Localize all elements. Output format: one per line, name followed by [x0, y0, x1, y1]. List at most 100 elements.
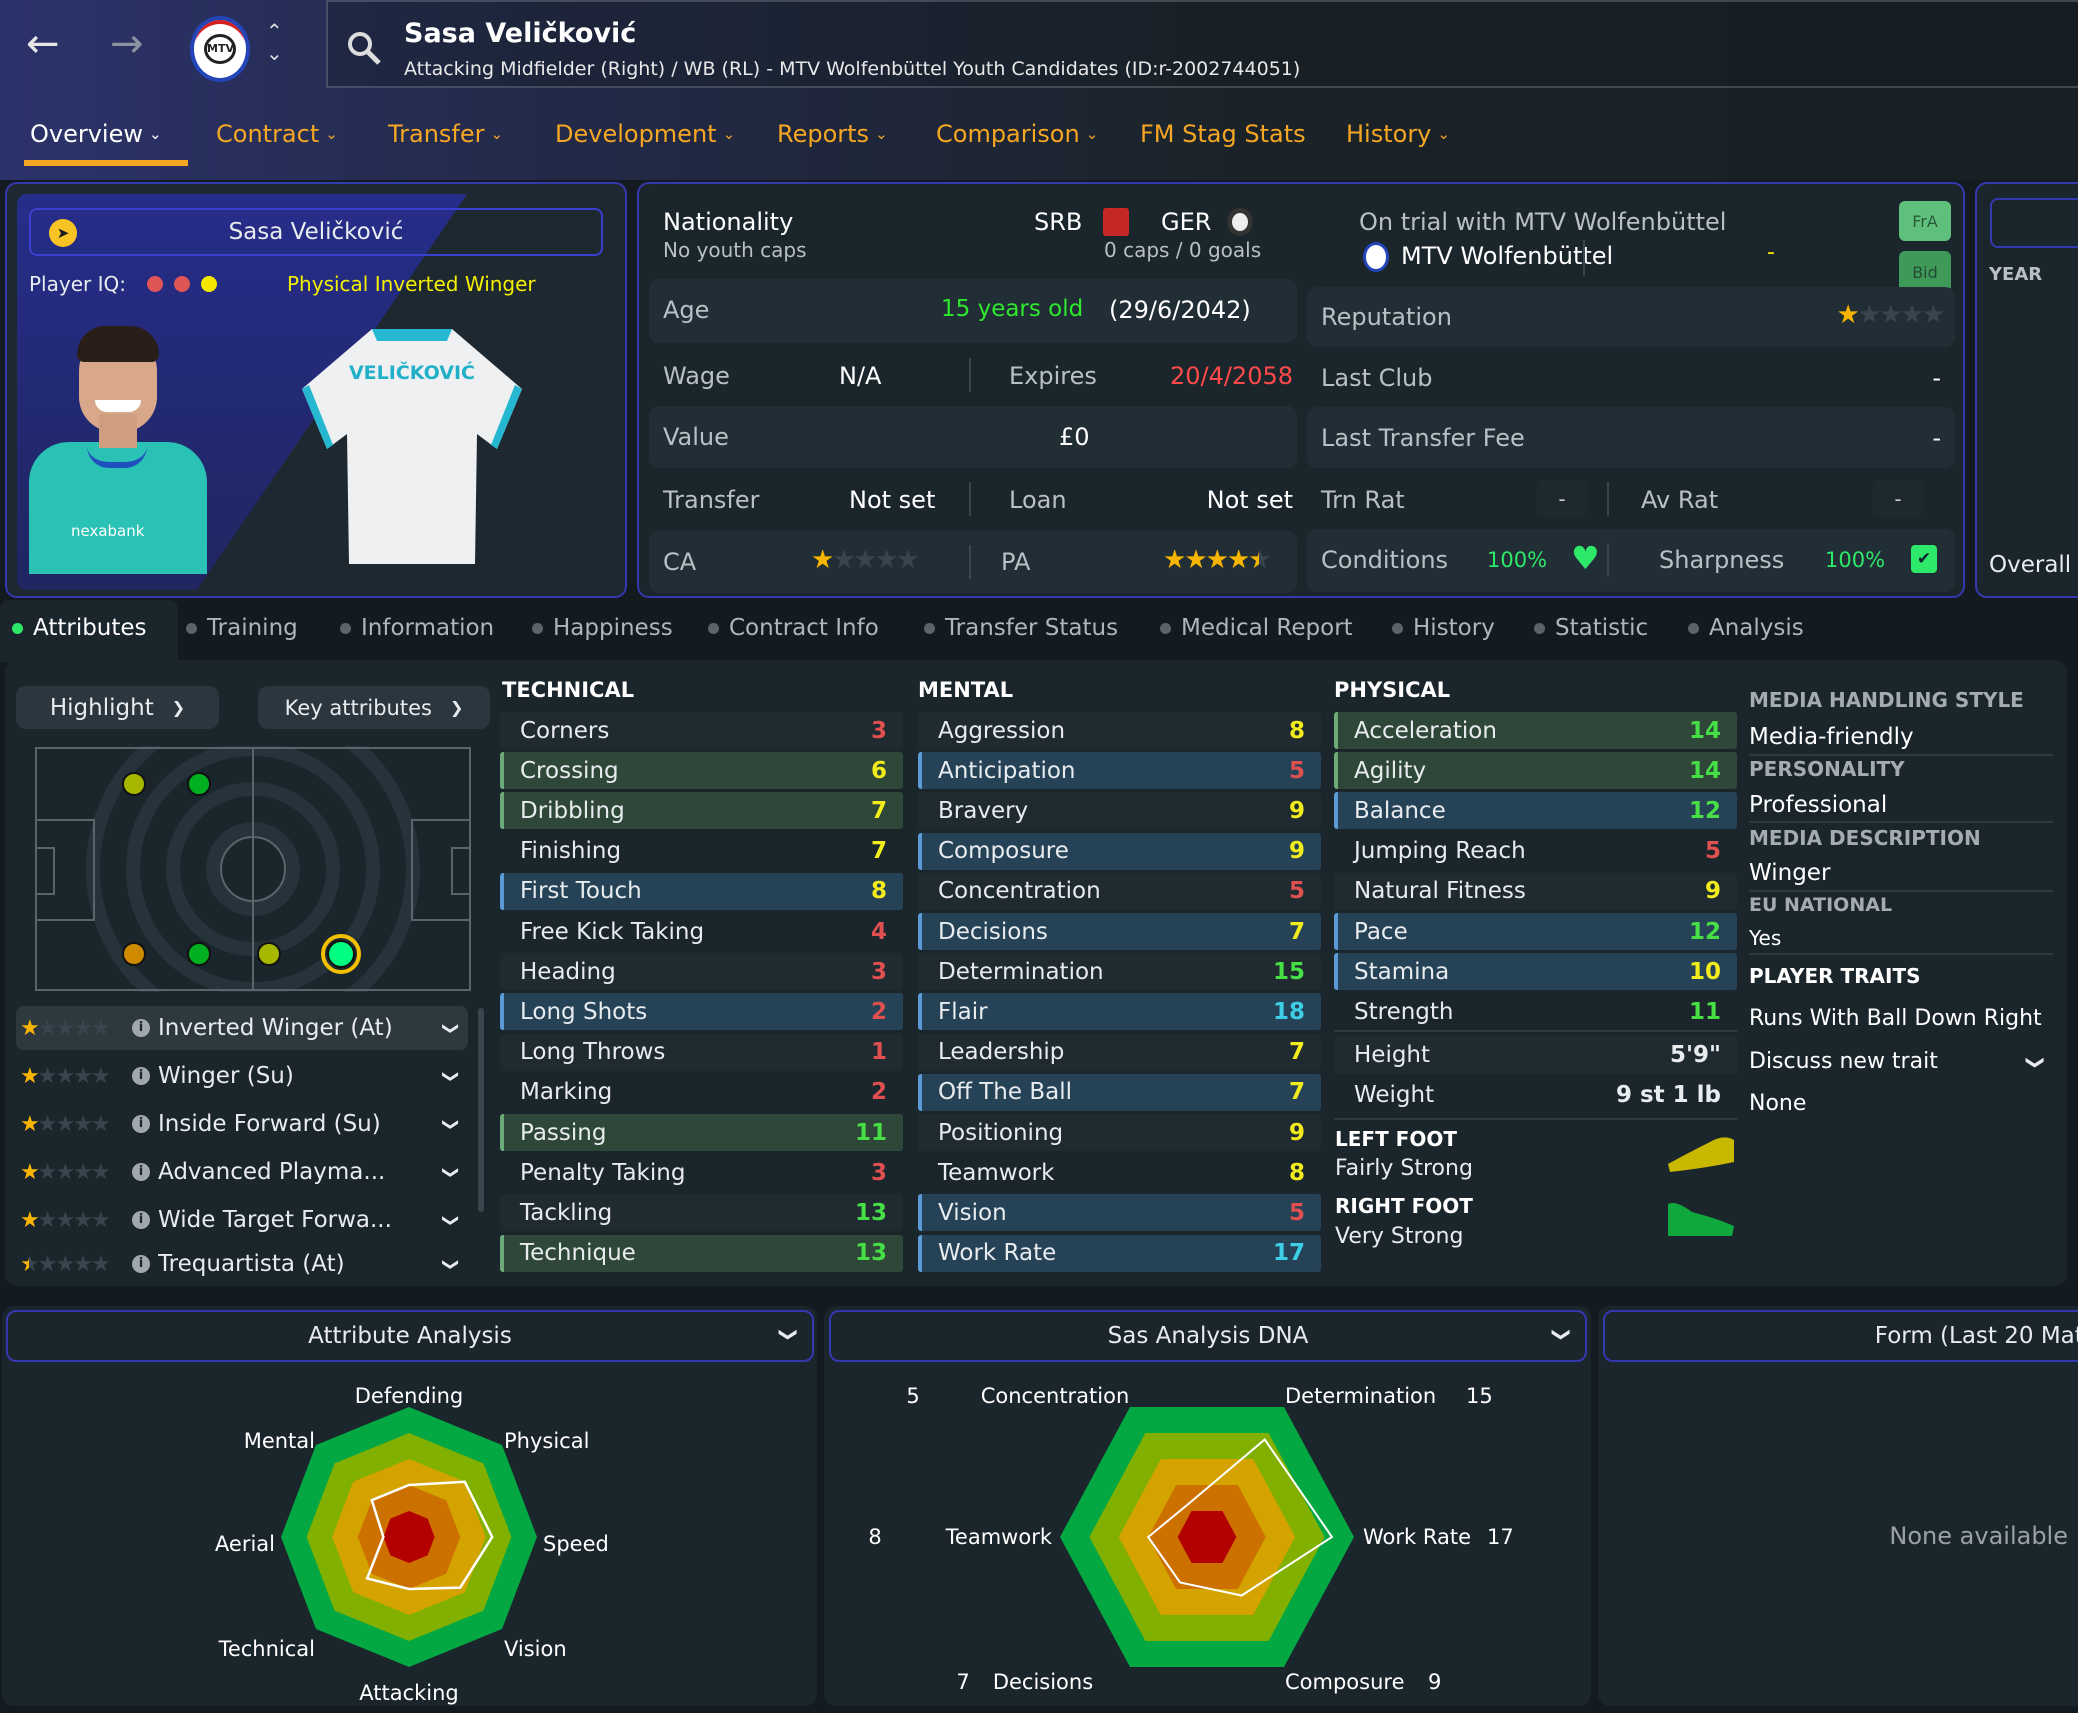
trial-club[interactable]: MTV Wolfenbüttel [1401, 242, 1614, 270]
history-side-panel: YEAR Overall [1975, 182, 2078, 598]
attribute-row-technique[interactable]: Technique 13 [500, 1234, 903, 1272]
position-dot[interactable] [327, 940, 355, 968]
info-icon[interactable]: i [132, 1115, 150, 1133]
position-dot[interactable] [257, 942, 281, 966]
forward-arrow-icon[interactable]: → [110, 21, 144, 67]
attribute-row-long-shots[interactable]: Long Shots 2 [500, 993, 903, 1031]
attribute-row-work-rate[interactable]: Work Rate 17 [918, 1234, 1321, 1272]
position-dot[interactable] [122, 772, 146, 796]
subtab-happiness[interactable]: Happiness [532, 615, 673, 641]
attribute-row-agility[interactable]: Agility 14 [1334, 752, 1737, 790]
attribute-row-off-the-ball[interactable]: Off The Ball 7 [918, 1073, 1321, 1111]
attribute-value: 9 [1288, 838, 1305, 865]
nav-tab-development[interactable]: Development ⌄ [555, 120, 735, 148]
attribute-row-finishing[interactable]: Finishing 7 [500, 833, 903, 870]
chevron-down-icon[interactable]: ❯ [441, 1165, 461, 1179]
info-icon[interactable]: i [132, 1019, 150, 1037]
back-arrow-icon[interactable]: ← [26, 21, 60, 67]
role-item[interactable]: ★★★★★ i Wide Target Forwa... ❯ [16, 1198, 468, 1242]
info-icon[interactable]: i [132, 1163, 150, 1181]
info-icon[interactable]: i [132, 1211, 150, 1229]
club-badge-icon[interactable]: MTV [190, 16, 250, 82]
chevron-down-icon[interactable]: ❯ [441, 1257, 461, 1271]
attribute-row-acceleration[interactable]: Acceleration 14 [1334, 712, 1737, 749]
nav-tab-overview[interactable]: Overview ⌄ [30, 120, 162, 148]
attribute-row-aggression[interactable]: Aggression 8 [918, 712, 1321, 749]
attribute-row-bravery[interactable]: Bravery 9 [918, 792, 1321, 830]
chevron-down-icon[interactable]: ❯ [441, 1021, 461, 1035]
subtab-information[interactable]: Information [340, 615, 494, 641]
nav-tab-transfer[interactable]: Transfer ⌄ [388, 120, 503, 148]
discuss-trait-dropdown[interactable]: Discuss new trait [1749, 1049, 1938, 1074]
attribute-row-passing[interactable]: Passing 11 [500, 1114, 903, 1151]
attribute-row-pace[interactable]: Pace 12 [1334, 913, 1737, 950]
attribute-row-jumping-reach[interactable]: Jumping Reach 5 [1334, 833, 1737, 870]
attribute-row-marking[interactable]: Marking 2 [500, 1074, 903, 1111]
search-box[interactable]: Sasa Veličković Attacking Midfielder (Ri… [326, 0, 2078, 88]
nav-tab-fm-stag-stats[interactable]: FM Stag Stats [1140, 120, 1306, 148]
highlight-dropdown[interactable]: Highlight ❯ [16, 686, 219, 729]
attribute-row-long-throws[interactable]: Long Throws 1 [500, 1033, 903, 1071]
info-icon[interactable]: i [132, 1255, 150, 1273]
attribute-row-penalty-taking[interactable]: Penalty Taking 3 [500, 1154, 903, 1191]
attribute-row-dribbling[interactable]: Dribbling 7 [500, 792, 903, 830]
nav-tab-contract[interactable]: Contract ⌄ [216, 120, 338, 148]
attribute-row-stamina[interactable]: Stamina 10 [1334, 953, 1737, 991]
role-item[interactable]: ★★★★★ i Inverted Winger (At) ❯ [16, 1006, 468, 1050]
role-item[interactable]: ★★★★★ i Winger (Su) ❯ [16, 1054, 468, 1098]
attribute-row-teamwork[interactable]: Teamwork 8 [918, 1154, 1321, 1191]
subtab-medical-report[interactable]: Medical Report [1160, 615, 1353, 641]
attribute-analysis-dropdown[interactable]: Attribute Analysis ❯ [6, 1310, 814, 1362]
role-item[interactable]: ★★★★★ i Trequartista (At) ❯ [16, 1246, 468, 1282]
attribute-row-determination[interactable]: Determination 15 [918, 953, 1321, 991]
chevron-down-icon[interactable]: ❯ [441, 1213, 461, 1227]
search-icon [348, 32, 381, 65]
role-item[interactable]: ★★★★★ i Inside Forward (Su) ❯ [16, 1102, 468, 1146]
nav-tab-comparison[interactable]: Comparison ⌄ [936, 120, 1098, 148]
chevron-down-icon[interactable]: ❯ [441, 1117, 461, 1131]
attribute-row-balance[interactable]: Balance 12 [1334, 792, 1737, 830]
form-dropdown[interactable]: Form (Last 20 Match [1603, 1310, 2078, 1362]
key-attributes-dropdown[interactable]: Key attributes ❯ [258, 686, 490, 729]
info-icon[interactable]: i [132, 1067, 150, 1085]
subtab-contract-info[interactable]: Contract Info [708, 615, 879, 641]
attribute-row-corners[interactable]: Corners 3 [500, 712, 903, 749]
subtab-analysis[interactable]: Analysis [1688, 615, 1804, 641]
attribute-row-vision[interactable]: Vision 5 [918, 1194, 1321, 1232]
attribute-row-first-touch[interactable]: First Touch 8 [500, 872, 903, 910]
attribute-row-concentration[interactable]: Concentration 5 [918, 872, 1321, 910]
attribute-row-anticipation[interactable]: Anticipation 5 [918, 752, 1321, 790]
play-arrow-icon[interactable]: ➤ [49, 219, 77, 247]
nav-tab-reports[interactable]: Reports ⌄ [777, 120, 888, 148]
bid-button[interactable]: Bid [1899, 251, 1951, 293]
attribute-row-natural-fitness[interactable]: Natural Fitness 9 [1334, 872, 1737, 910]
attribute-row-flair[interactable]: Flair 18 [918, 993, 1321, 1031]
position-dot[interactable] [187, 772, 211, 796]
position-dot[interactable] [122, 942, 146, 966]
dna-dropdown[interactable]: Sas Analysis DNA ❯ [829, 1310, 1587, 1362]
subtab-history[interactable]: History [1392, 615, 1495, 641]
chevron-down-icon[interactable]: ❯ [441, 1069, 461, 1083]
attribute-row-heading[interactable]: Heading 3 [500, 953, 903, 991]
year-selector[interactable] [1990, 198, 2078, 248]
attribute-row-leadership[interactable]: Leadership 7 [918, 1033, 1321, 1071]
attribute-row-composure[interactable]: Composure 9 [918, 832, 1321, 870]
attribute-row-free-kick-taking[interactable]: Free Kick Taking 4 [500, 913, 903, 950]
fra-button[interactable]: FrA [1899, 201, 1951, 241]
subtab-training[interactable]: Training [186, 615, 298, 641]
subtab-label: Contract Info [729, 615, 879, 641]
chevron-down-icon[interactable]: ❯ [2025, 1054, 2047, 1071]
attribute-row-crossing[interactable]: Crossing 6 [500, 752, 903, 790]
roles-scrollbar[interactable] [478, 1008, 484, 1212]
position-dot[interactable] [187, 942, 211, 966]
subtab-attributes[interactable]: Attributes [12, 615, 147, 641]
attribute-row-decisions[interactable]: Decisions 7 [918, 913, 1321, 950]
nav-tab-history[interactable]: History ⌄ [1346, 120, 1450, 148]
attribute-row-tackling[interactable]: Tackling 13 [500, 1194, 903, 1232]
subtab-statistic[interactable]: Statistic [1534, 615, 1648, 641]
attribute-row-positioning[interactable]: Positioning 9 [918, 1114, 1321, 1151]
role-item[interactable]: ★★★★★ i Advanced Playma... ❯ [16, 1150, 468, 1194]
attribute-row-strength[interactable]: Strength 11 [1334, 993, 1737, 1030]
subtab-transfer-status[interactable]: Transfer Status [924, 615, 1118, 641]
up-down-chevron-icon[interactable]: ⌃ ⌄ [266, 19, 283, 65]
